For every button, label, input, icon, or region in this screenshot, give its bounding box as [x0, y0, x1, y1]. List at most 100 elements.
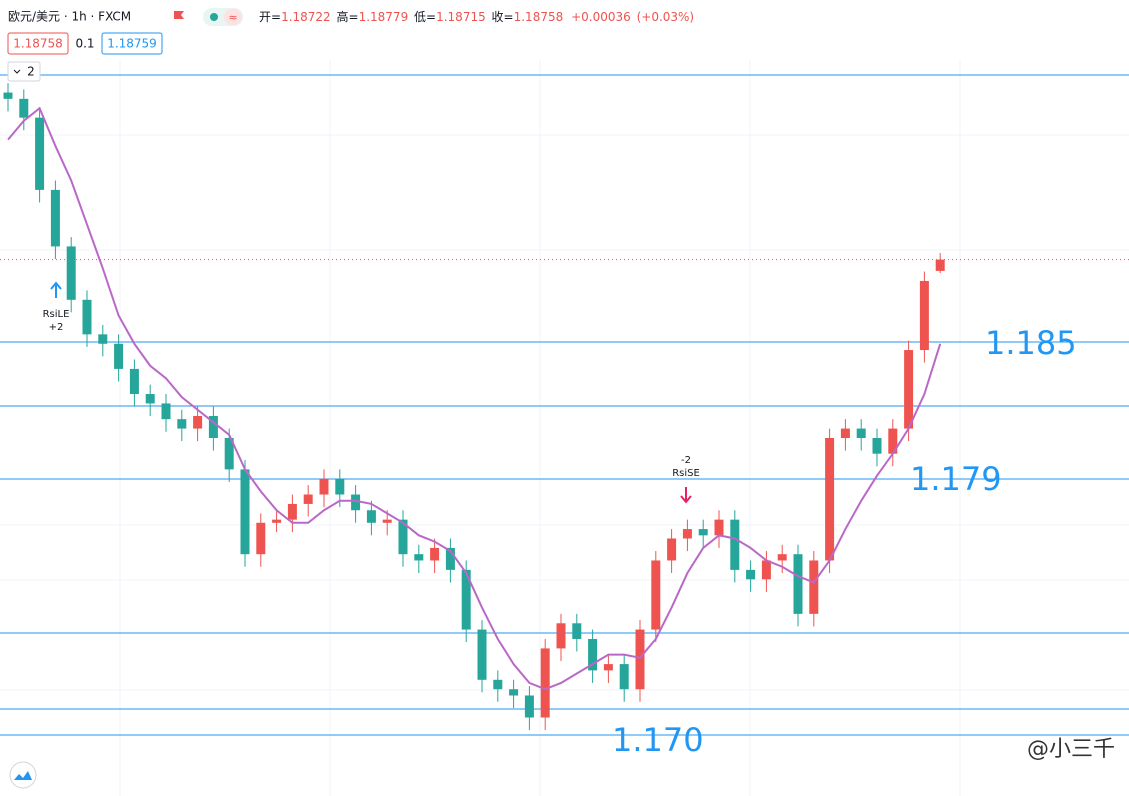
candle-body [761, 560, 771, 580]
candle-body [619, 664, 629, 690]
candle-body [588, 638, 598, 671]
candle-body [256, 522, 266, 555]
candle-body [603, 664, 613, 671]
watermark: @小三千 [1027, 737, 1115, 762]
candle-body [319, 478, 329, 495]
spread: 0.1 [75, 37, 94, 51]
chevron-icon [13, 69, 21, 74]
indicator-count: 2 [27, 65, 35, 79]
logo[interactable] [9, 761, 37, 789]
candle-body [698, 529, 708, 536]
ohlc-label: 高= [337, 9, 359, 24]
sell-arrow [680, 487, 692, 504]
signal-label: RsiSE [672, 468, 700, 479]
candle-body [50, 189, 60, 247]
candle-body [856, 428, 866, 438]
candle-body [872, 437, 882, 454]
level-label: 1.185 [985, 324, 1077, 362]
candle-body [477, 629, 487, 680]
candle-body [98, 334, 108, 344]
logo-mark [14, 771, 32, 780]
candle-body [240, 469, 250, 555]
candle-body [682, 529, 692, 539]
candle-body [809, 560, 819, 614]
candle-body [82, 299, 92, 335]
candle-body [524, 695, 534, 718]
candle-body [114, 343, 124, 369]
grid [0, 60, 1129, 796]
candle-body [493, 679, 503, 690]
flag-icon[interactable] [174, 11, 184, 19]
symbol: 欧元/美元 · 1h · FXCM [8, 10, 131, 24]
candle-body [714, 519, 724, 536]
candle-body [572, 623, 582, 639]
candle-body [904, 350, 914, 429]
signal-qty: +2 [49, 322, 64, 333]
level-label: 1.170 [612, 721, 704, 759]
candle-body [919, 280, 929, 351]
candle-body [825, 437, 835, 561]
level-lines [0, 74, 1129, 736]
candle-body [430, 547, 440, 561]
level-label: 1.179 [910, 460, 1002, 498]
candle-body [177, 419, 187, 429]
candle-body [777, 554, 787, 561]
candle-body [35, 117, 45, 190]
candle-body [351, 494, 361, 511]
candle-body [66, 246, 76, 300]
candle-body [540, 648, 550, 718]
candle-body [445, 547, 455, 570]
candle-body [272, 519, 282, 523]
candle-body [145, 394, 155, 404]
buy-arrow [50, 281, 62, 298]
candle-body [793, 554, 803, 614]
ohlc: 开=1.18722 高=1.18779 低=1.18715 收=1.18758 … [259, 9, 694, 24]
candle-body [651, 560, 661, 630]
candle-body [287, 503, 297, 520]
moving-average [7, 106, 942, 691]
ohlc-value: 1.18722 [281, 10, 331, 24]
candle-body [888, 428, 898, 454]
candle-body [667, 538, 677, 561]
candle-body [366, 510, 376, 523]
indicator-toggle[interactable] [7, 61, 41, 82]
candle-body [3, 92, 13, 99]
candle-body [335, 478, 345, 495]
candle-body [461, 569, 471, 630]
ohlc-value: 1.18779 [359, 10, 409, 24]
signal-qty: -2 [681, 455, 691, 466]
candle-body [161, 403, 171, 420]
status-icon-glyph: ≈ [228, 11, 237, 24]
candle-body [556, 623, 566, 649]
candle-body [414, 554, 424, 561]
ohlc-label: 低= [414, 10, 436, 24]
change-pct: (+0.03%) [637, 10, 695, 24]
candle-body [935, 259, 945, 271]
signal-label: RsiLE [43, 309, 70, 320]
ohlc-value: 1.18715 [436, 10, 486, 24]
candle-body [129, 368, 139, 395]
candle-body [224, 437, 234, 470]
plot [0, 83, 1129, 731]
ask-price: 1.18759 [107, 37, 157, 51]
ohlc-label: 开= [259, 10, 281, 24]
candle-body [730, 519, 740, 570]
change: +0.00036 [571, 10, 631, 24]
status-icon [224, 9, 242, 25]
status-dot [210, 13, 218, 21]
ohlc-label: 收= [492, 10, 514, 24]
candle-body [398, 519, 408, 555]
buy-button[interactable] [101, 32, 163, 55]
candle-body [509, 689, 519, 696]
candle-body [208, 416, 218, 438]
candle-body [303, 494, 313, 504]
candle-body [840, 428, 850, 438]
sell-button[interactable] [7, 32, 69, 55]
candle-body [19, 98, 29, 118]
ohlc-value: 1.18758 [514, 10, 564, 24]
candle-body [635, 629, 645, 690]
candle-body [382, 519, 392, 523]
candle-body [193, 416, 203, 429]
